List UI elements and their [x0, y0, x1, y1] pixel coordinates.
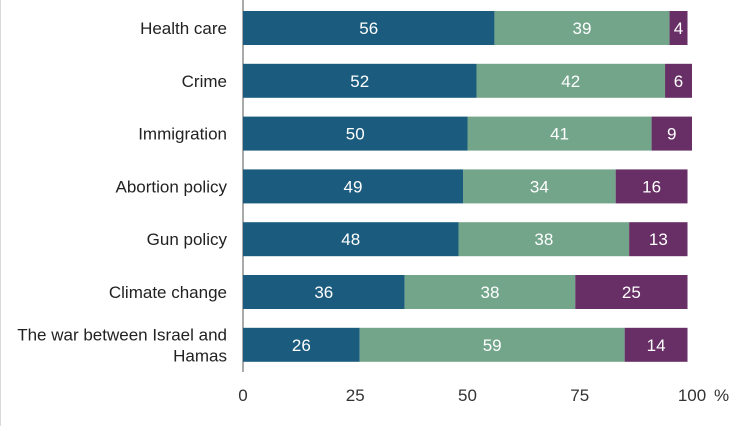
bar-segment: [359, 327, 625, 362]
category-label: Crime: [182, 72, 227, 91]
bar-segment: [665, 63, 692, 98]
x-tick-label: 75: [570, 386, 589, 405]
bar-value-label: 13: [649, 230, 668, 249]
bar-segment: [669, 11, 688, 45]
bar-value-label: 42: [561, 72, 580, 91]
x-axis-unit: %: [714, 386, 729, 405]
bar-value-label: 14: [647, 336, 666, 355]
bar-segment: [243, 222, 459, 257]
x-tick-label: 0: [238, 386, 247, 405]
bar-value-label: 26: [292, 336, 311, 355]
bar-segment: [651, 116, 692, 151]
bar-segment: [494, 11, 670, 45]
bar-segment: [243, 63, 477, 98]
bar-value-label: 34: [530, 177, 549, 196]
bar-value-label: 50: [346, 125, 365, 144]
x-tick-label: 100: [678, 386, 706, 405]
bar-segment: [458, 222, 630, 257]
bar-segment: [243, 11, 495, 45]
bar-value-label: 41: [550, 125, 569, 144]
bar-value-label: 48: [341, 230, 360, 249]
bar-segment: [243, 169, 464, 204]
bar-value-label: 9: [667, 125, 676, 144]
bar-segment: [467, 116, 652, 151]
bar-segment: [463, 169, 616, 204]
bar-value-label: 16: [642, 177, 661, 196]
bar-value-label: 49: [344, 177, 363, 196]
bar-value-label: 38: [480, 283, 499, 302]
bar-value-label: 6: [674, 72, 683, 91]
bar-value-label: 39: [573, 19, 592, 38]
bar-value-label: 56: [359, 19, 378, 38]
category-label: Hamas: [173, 346, 227, 365]
category-label: Immigration: [138, 125, 227, 144]
bar-segment: [629, 222, 688, 257]
bar-value-label: 38: [534, 230, 553, 249]
bar-value-label: 4: [674, 19, 683, 38]
x-tick-label: 50: [458, 386, 477, 405]
bar-segment: [243, 275, 405, 309]
category-label: Abortion policy: [115, 177, 227, 196]
category-label: Climate change: [109, 283, 227, 302]
bar-segment: [476, 63, 666, 98]
bar-segment: [243, 116, 468, 151]
bar-segment: [243, 327, 360, 362]
bar-value-label: 36: [314, 283, 333, 302]
bar-segment: [575, 275, 688, 309]
bar-value-label: 59: [483, 336, 502, 355]
x-tick-label: 25: [346, 386, 365, 405]
bar-segment: [404, 275, 576, 309]
category-label: Gun policy: [147, 230, 228, 249]
bar-value-label: 52: [350, 72, 369, 91]
bar-value-label: 25: [622, 283, 641, 302]
bar-segment: [615, 169, 688, 204]
bar-segment: [624, 327, 688, 362]
category-label: Health care: [140, 19, 227, 38]
category-label: The war between Israel and: [17, 325, 227, 344]
